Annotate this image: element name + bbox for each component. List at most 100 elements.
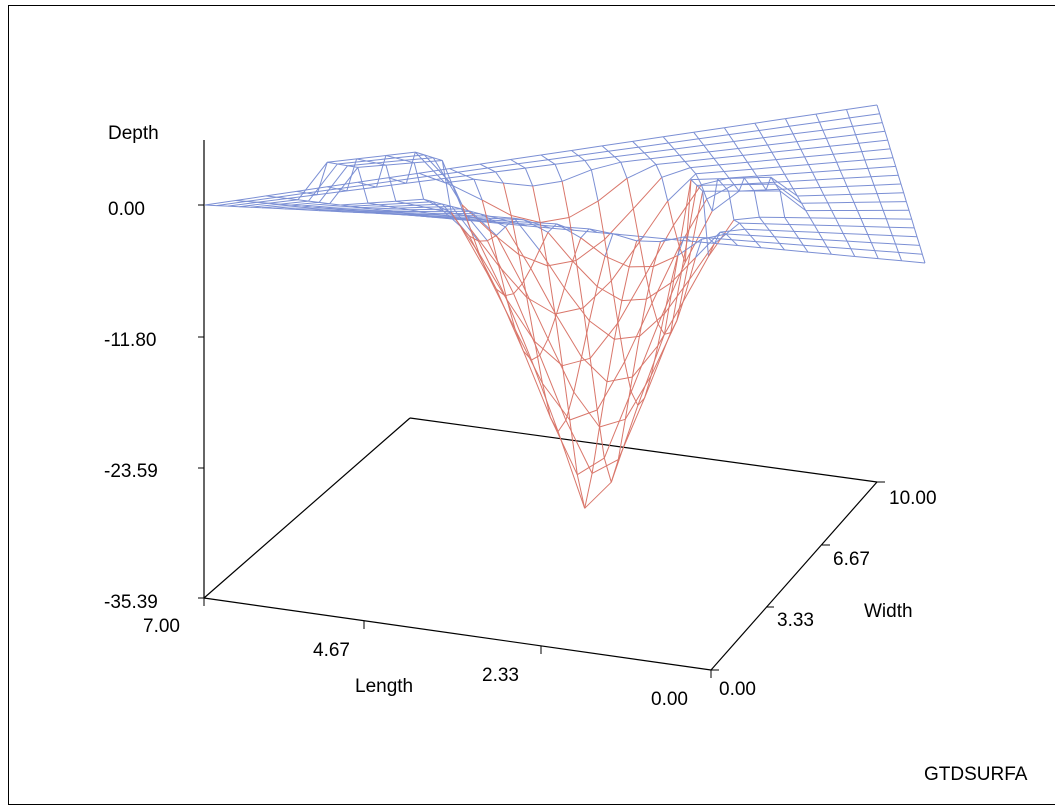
mesh-line <box>759 131 763 138</box>
mesh-line <box>621 162 627 178</box>
mesh-line <box>287 199 298 200</box>
mesh-line <box>871 243 874 251</box>
mesh-line <box>236 201 247 202</box>
mesh-line <box>406 180 436 184</box>
mesh-line <box>406 202 433 204</box>
mesh-line <box>585 482 612 508</box>
mesh-line <box>789 225 794 232</box>
mesh-line <box>366 161 376 163</box>
mesh-line <box>712 179 717 211</box>
floor-back-edge <box>410 418 877 482</box>
mesh-line <box>358 165 386 167</box>
mesh-line <box>868 166 896 168</box>
mesh-line <box>637 241 661 242</box>
mesh-line <box>591 170 598 201</box>
mesh-line <box>621 159 650 163</box>
mesh-line <box>775 184 801 203</box>
mesh-line <box>627 165 656 179</box>
mesh-line <box>503 183 532 186</box>
mesh-line <box>585 161 592 170</box>
mesh-line <box>367 185 376 187</box>
mesh-line <box>739 223 744 229</box>
mesh-line <box>764 224 789 225</box>
mesh-line <box>690 165 719 168</box>
mesh-line <box>785 172 813 174</box>
mesh-line <box>396 199 424 201</box>
width-axis <box>711 482 877 670</box>
mesh-line <box>576 239 605 260</box>
mesh-line <box>644 237 667 239</box>
mesh-line <box>357 159 367 161</box>
mesh-line <box>689 244 714 280</box>
mesh-line <box>844 177 871 179</box>
mesh-line <box>555 314 562 366</box>
mesh-line <box>893 158 896 167</box>
mesh-line <box>644 153 650 159</box>
mesh-line <box>823 240 847 241</box>
mesh-line <box>308 210 319 211</box>
mesh-line <box>518 160 548 164</box>
mesh-line <box>479 253 507 299</box>
length-axis <box>204 598 711 670</box>
mesh-line <box>820 186 847 187</box>
mesh-line <box>578 151 608 155</box>
mesh-line <box>865 160 868 168</box>
mesh-line <box>877 194 880 202</box>
mesh-line <box>755 119 786 124</box>
mesh-line <box>342 212 353 213</box>
mesh-line <box>640 242 646 275</box>
mesh-line <box>748 160 777 163</box>
mesh-line <box>627 178 633 208</box>
mesh-line <box>769 230 774 237</box>
mesh-line <box>296 209 307 210</box>
mesh-line <box>622 299 647 301</box>
mesh-line <box>488 274 497 289</box>
mesh-line <box>892 236 895 244</box>
mesh-line <box>749 185 754 192</box>
mesh-line <box>901 184 904 193</box>
mesh-line <box>618 419 625 459</box>
mesh-line <box>799 238 823 239</box>
mesh-line <box>669 139 699 143</box>
mesh-line <box>319 202 330 203</box>
mesh-line <box>615 153 645 157</box>
mesh-line <box>351 205 378 207</box>
width-axis-label: Width <box>864 601 913 622</box>
mesh-line <box>399 207 426 208</box>
mesh-line <box>889 227 892 235</box>
mesh-line <box>652 246 679 303</box>
mesh-line <box>914 228 917 237</box>
mesh-line <box>674 149 679 155</box>
mesh-line <box>871 243 895 244</box>
depth-tick-label: 0.00 <box>108 199 145 220</box>
mesh-line <box>794 231 819 232</box>
mesh-line <box>662 177 668 201</box>
mesh-line <box>880 114 883 123</box>
mesh-line <box>757 174 785 176</box>
mesh-line <box>847 105 878 110</box>
mesh-line <box>386 152 415 155</box>
mesh-line <box>663 137 668 143</box>
mesh-line <box>277 197 288 198</box>
mesh-line <box>340 203 368 205</box>
mesh-line <box>828 203 832 211</box>
mesh-line <box>719 165 724 172</box>
mesh-line <box>633 177 662 208</box>
mesh-line <box>337 164 347 166</box>
mesh-line <box>739 223 764 224</box>
mesh-line <box>449 164 480 169</box>
mesh-line <box>694 132 699 139</box>
mesh-line <box>831 254 854 256</box>
mesh-line <box>823 130 827 138</box>
mesh-line <box>488 164 518 168</box>
mesh-line <box>797 138 826 141</box>
mesh-line <box>729 178 734 185</box>
mesh-line <box>327 162 337 164</box>
mesh-line <box>827 247 851 249</box>
mesh-line <box>763 134 793 138</box>
mesh-line <box>372 208 399 209</box>
mesh-line <box>297 191 307 193</box>
mesh-line <box>793 188 820 189</box>
mesh-line <box>875 251 899 253</box>
mesh-line <box>503 183 511 215</box>
